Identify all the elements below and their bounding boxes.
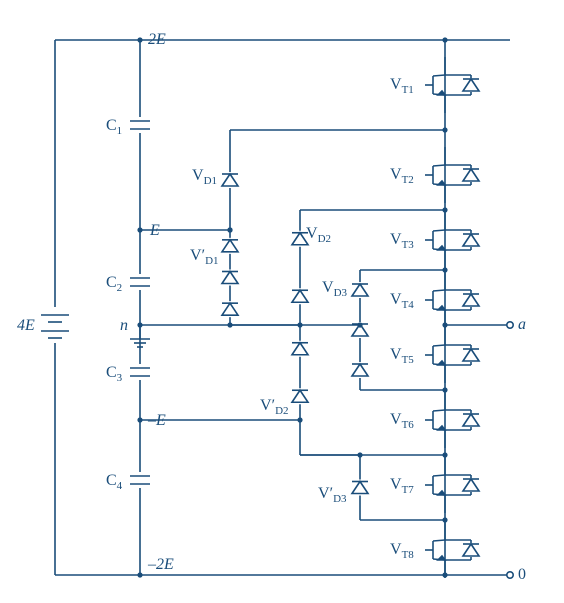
svg-text:4E: 4E [17, 317, 35, 334]
svg-text:VT6: VT6 [390, 411, 414, 431]
svg-text:C2: C2 [106, 274, 122, 294]
svg-text:VT3: VT3 [390, 231, 414, 251]
svg-text:VT4: VT4 [390, 291, 414, 311]
svg-text:VD1: VD1 [192, 167, 217, 187]
svg-text:VT8: VT8 [390, 541, 414, 561]
svg-text:0: 0 [518, 566, 526, 583]
svg-text:n: n [120, 317, 128, 334]
svg-text:VT2: VT2 [390, 166, 414, 186]
svg-text:VD2: VD2 [306, 225, 331, 245]
svg-text:VD3: VD3 [322, 279, 348, 299]
svg-text:–2E: –2E [147, 556, 174, 573]
svg-text:C1: C1 [106, 117, 122, 137]
svg-text:VT1: VT1 [390, 76, 414, 96]
svg-text:C3: C3 [106, 364, 123, 384]
svg-text:2E: 2E [148, 31, 166, 48]
svg-text:V′D2: V′D2 [260, 397, 289, 417]
svg-text:VT5: VT5 [390, 346, 414, 366]
svg-text:V′D3: V′D3 [318, 485, 347, 505]
svg-text:C4: C4 [106, 472, 123, 492]
svg-text:a: a [518, 316, 526, 333]
svg-text:VT7: VT7 [390, 476, 414, 496]
svg-text:V′D1: V′D1 [190, 247, 219, 267]
